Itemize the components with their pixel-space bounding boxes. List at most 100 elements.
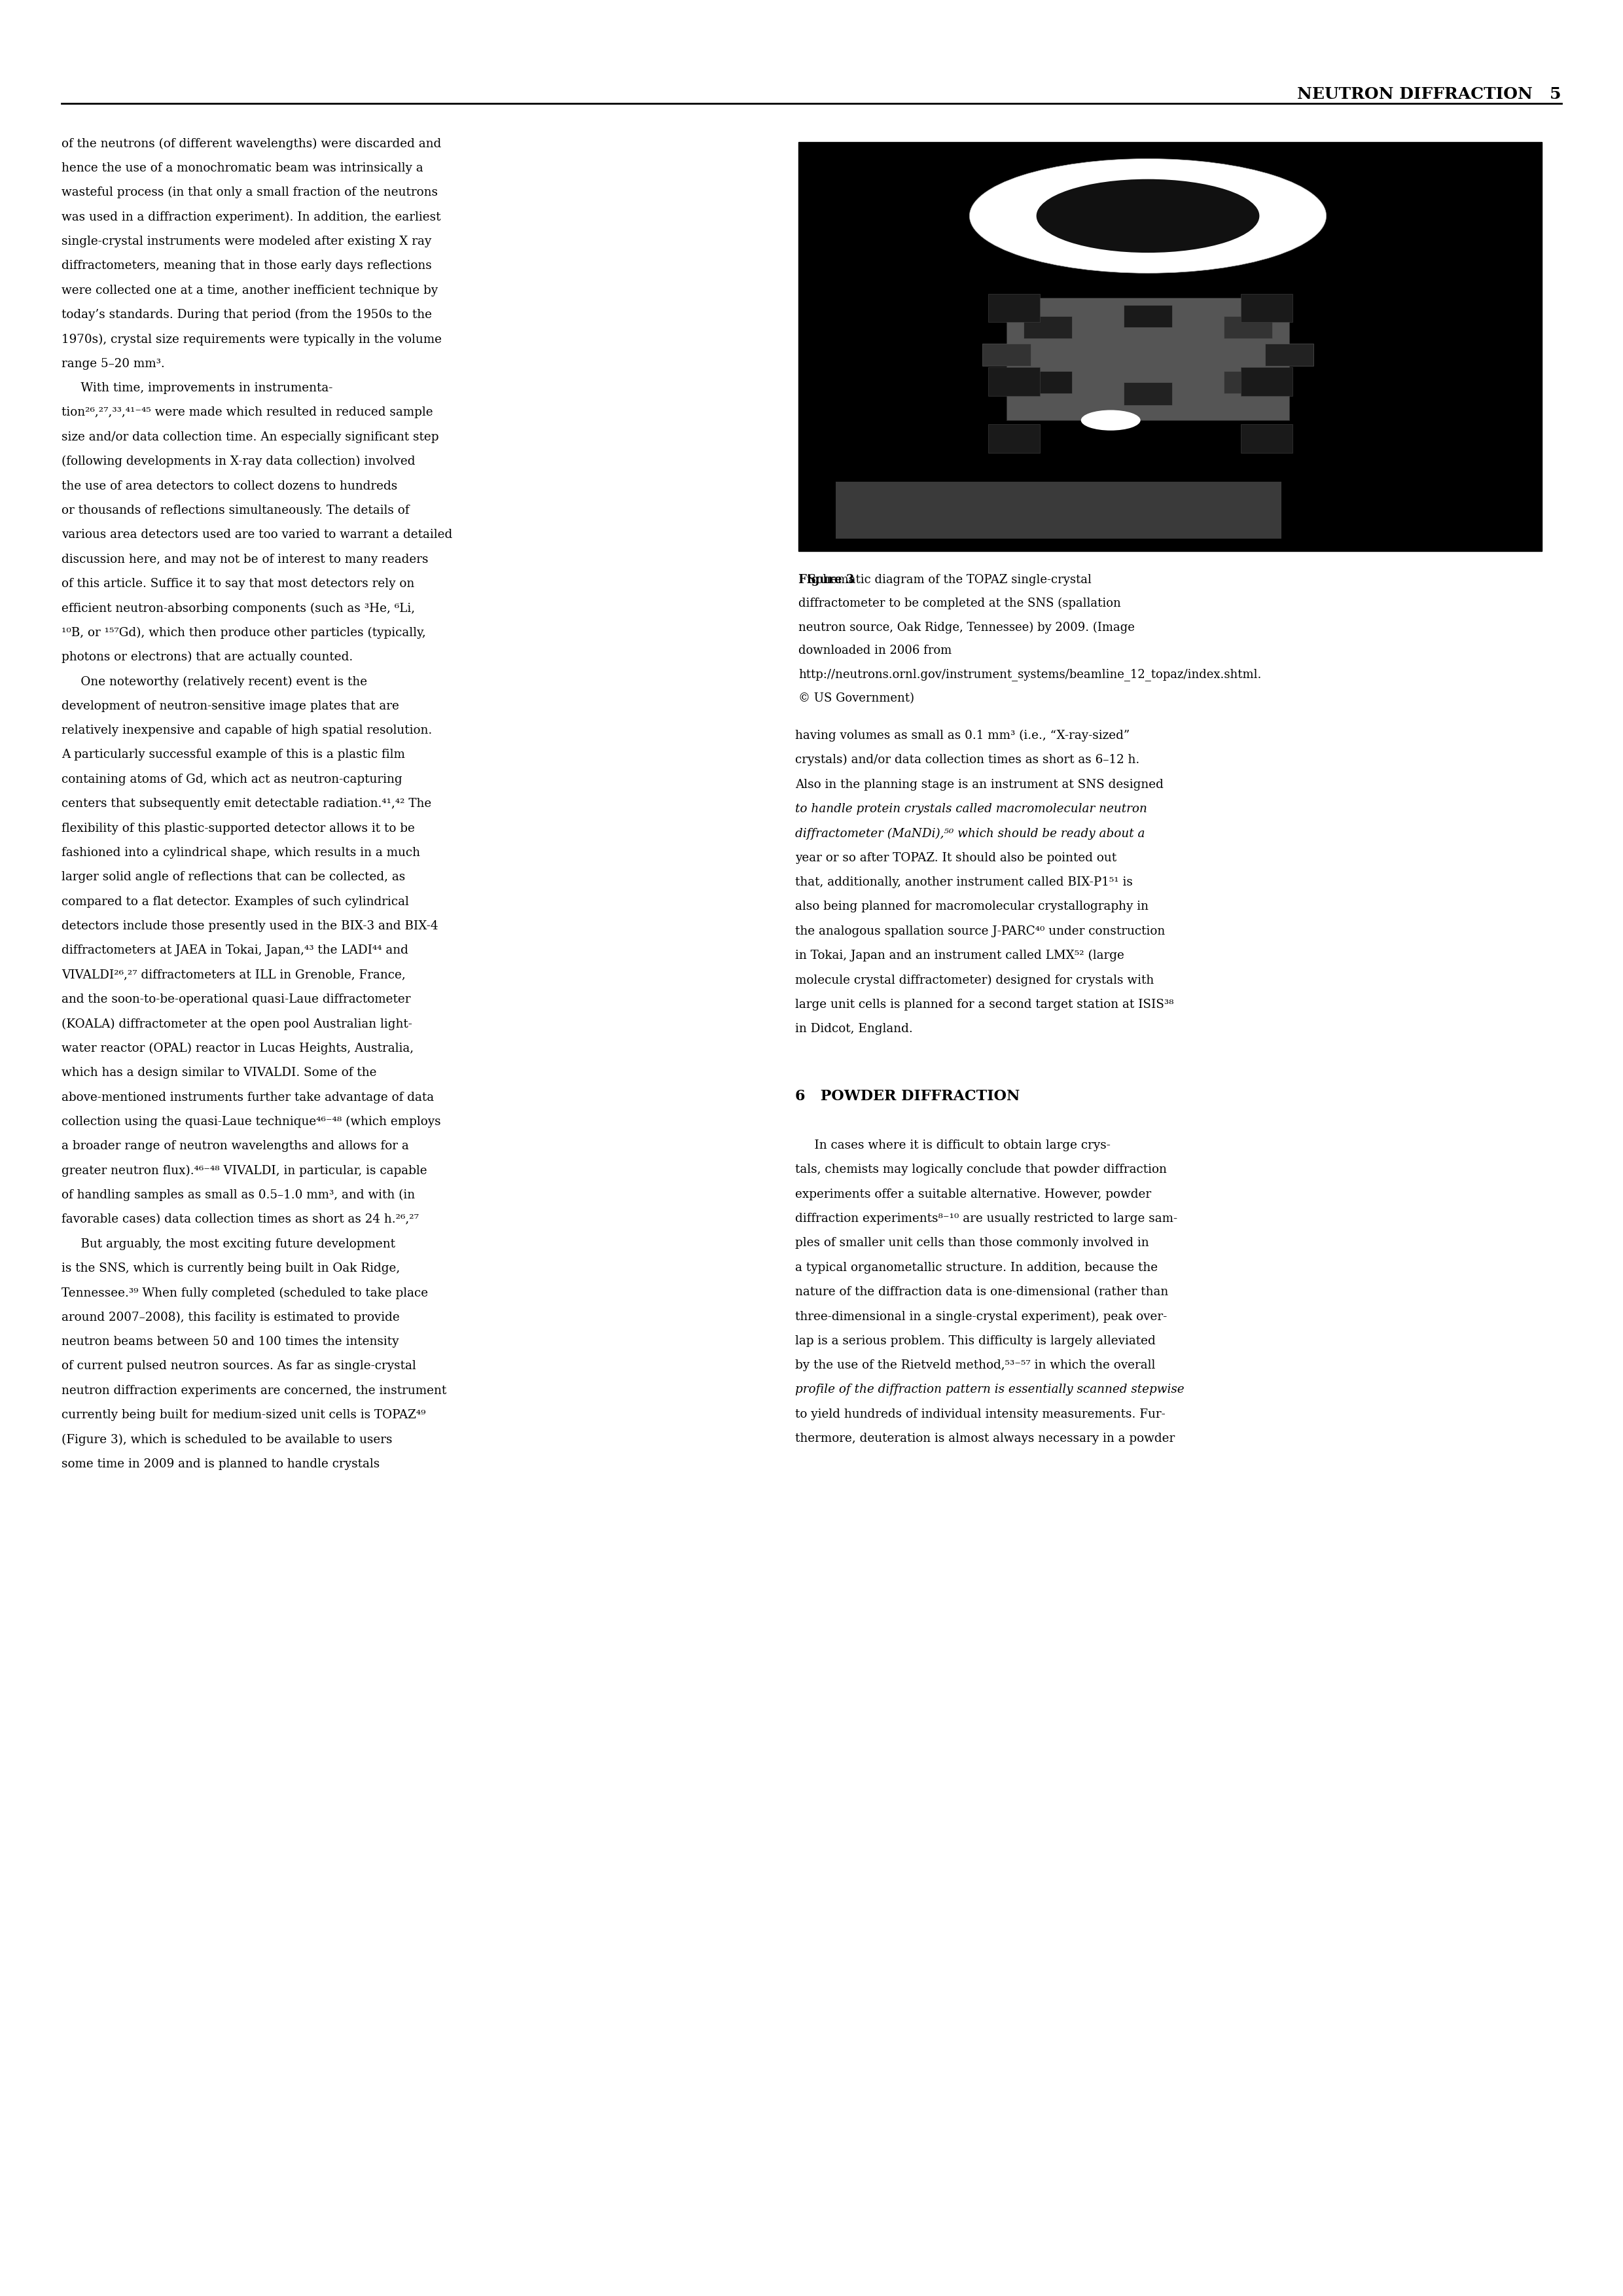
- Text: (following developments in X-ray data collection) involved: (following developments in X-ray data co…: [62, 455, 415, 468]
- Text: is the SNS, which is currently being built in Oak Ridge,: is the SNS, which is currently being bui…: [62, 1263, 401, 1274]
- Text: centers that subsequently emit detectable radiation.⁴¹,⁴² The: centers that subsequently emit detectabl…: [62, 799, 432, 810]
- Text: containing atoms of Gd, which act as neutron-capturing: containing atoms of Gd, which act as neu…: [62, 774, 403, 785]
- Text: crystals) and/or data collection times as short as 6–12 h.: crystals) and/or data collection times a…: [795, 753, 1139, 767]
- Text: experiments offer a suitable alternative. However, powder: experiments offer a suitable alternative…: [795, 1189, 1151, 1201]
- Text: downloaded in 2006 from: downloaded in 2006 from: [799, 645, 951, 657]
- Text: development of neutron-sensitive image plates that are: development of neutron-sensitive image p…: [62, 700, 399, 712]
- Bar: [1264, 344, 1313, 365]
- Bar: [1224, 372, 1272, 393]
- Text: the use of area detectors to collect dozens to hundreds: the use of area detectors to collect doz…: [62, 480, 398, 491]
- Text: VIVALDI²⁶,²⁷ diffractometers at ILL in Grenoble, France,: VIVALDI²⁶,²⁷ diffractometers at ILL in G…: [62, 969, 406, 980]
- Text: around 2007–2008), this facility is estimated to provide: around 2007–2008), this facility is esti…: [62, 1311, 399, 1322]
- Bar: [988, 367, 1040, 395]
- Bar: [1024, 317, 1073, 338]
- Text: photons or electrons) that are actually counted.: photons or electrons) that are actually …: [62, 652, 354, 664]
- Text: also being planned for macromolecular crystallography in: also being planned for macromolecular cr…: [795, 900, 1149, 912]
- Text: single-crystal instruments were modeled after existing X ray: single-crystal instruments were modeled …: [62, 236, 432, 248]
- Text: of current pulsed neutron sources. As far as single-crystal: of current pulsed neutron sources. As fa…: [62, 1362, 415, 1373]
- Text: above-mentioned instruments further take advantage of data: above-mentioned instruments further take…: [62, 1091, 433, 1102]
- Bar: [1242, 294, 1294, 321]
- Text: lap is a serious problem. This difficulty is largely alleviated: lap is a serious problem. This difficult…: [795, 1334, 1156, 1348]
- Bar: [1123, 305, 1172, 328]
- Text: thermore, deuteration is almost always necessary in a powder: thermore, deuteration is almost always n…: [795, 1433, 1175, 1444]
- Ellipse shape: [1037, 179, 1259, 253]
- Text: having volumes as small as 0.1 mm³ (i.e., “X-ray-sized”: having volumes as small as 0.1 mm³ (i.e.…: [795, 730, 1130, 742]
- Text: large unit cells is planned for a second target station at ISIS³⁸: large unit cells is planned for a second…: [795, 999, 1173, 1010]
- Text: Figure 3: Figure 3: [799, 574, 854, 585]
- Bar: [1006, 298, 1289, 420]
- Text: greater neutron flux).⁴⁶⁻⁴⁸ VIVALDI, in particular, is capable: greater neutron flux).⁴⁶⁻⁴⁸ VIVALDI, in …: [62, 1164, 427, 1178]
- Text: efficient neutron-absorbing components (such as ³He, ⁶Li,: efficient neutron-absorbing components (…: [62, 602, 415, 615]
- Bar: [799, 142, 1542, 551]
- Text: water reactor (OPAL) reactor in Lucas Heights, Australia,: water reactor (OPAL) reactor in Lucas He…: [62, 1042, 414, 1054]
- Bar: [982, 344, 1031, 365]
- Text: ples of smaller unit cells than those commonly involved in: ples of smaller unit cells than those co…: [795, 1238, 1149, 1249]
- Text: the analogous spallation source J-PARC⁴⁰ under construction: the analogous spallation source J-PARC⁴⁰…: [795, 925, 1165, 937]
- Bar: [1024, 372, 1073, 393]
- Text: diffractometer (MaNDi),⁵⁰ which should be ready about a: diffractometer (MaNDi),⁵⁰ which should b…: [795, 827, 1146, 840]
- Text: compared to a flat detector. Examples of such cylindrical: compared to a flat detector. Examples of…: [62, 895, 409, 907]
- Text: which has a design similar to VIVALDI. Some of the: which has a design similar to VIVALDI. S…: [62, 1068, 377, 1079]
- Bar: [1123, 383, 1172, 404]
- Text: to yield hundreds of individual intensity measurements. Fur-: to yield hundreds of individual intensit…: [795, 1407, 1165, 1421]
- Text: to handle protein crystals called macromolecular neutron: to handle protein crystals called macrom…: [795, 804, 1147, 815]
- Text: (KOALA) diffractometer at the open pool Australian light-: (KOALA) diffractometer at the open pool …: [62, 1017, 412, 1031]
- Text: collection using the quasi-Laue technique⁴⁶⁻⁴⁸ (which employs: collection using the quasi-Laue techniqu…: [62, 1116, 441, 1127]
- Text: or thousands of reflections simultaneously. The details of: or thousands of reflections simultaneous…: [62, 505, 409, 517]
- Text: relatively inexpensive and capable of high spatial resolution.: relatively inexpensive and capable of hi…: [62, 726, 432, 737]
- Bar: [1242, 425, 1294, 452]
- Text: tion²⁶,²⁷,³³,⁴¹⁻⁴⁵ were made which resulted in reduced sample: tion²⁶,²⁷,³³,⁴¹⁻⁴⁵ were made which resul…: [62, 406, 433, 418]
- Text: in Tokai, Japan and an instrument called LMX⁵² (large: in Tokai, Japan and an instrument called…: [795, 951, 1125, 962]
- Text: tals, chemists may logically conclude that powder diffraction: tals, chemists may logically conclude th…: [795, 1164, 1167, 1176]
- Bar: [836, 482, 1282, 540]
- Text: With time, improvements in instrumenta-: With time, improvements in instrumenta-: [62, 383, 333, 395]
- Text: molecule crystal diffractometer) designed for crystals with: molecule crystal diffractometer) designe…: [795, 974, 1154, 987]
- Text: Schematic diagram of the TOPAZ single-crystal: Schematic diagram of the TOPAZ single-cr…: [805, 574, 1092, 585]
- Text: ¹⁰B, or ¹⁵⁷Gd), which then produce other particles (typically,: ¹⁰B, or ¹⁵⁷Gd), which then produce other…: [62, 627, 425, 638]
- Text: 6   POWDER DIFFRACTION: 6 POWDER DIFFRACTION: [795, 1088, 1019, 1104]
- Bar: [988, 294, 1040, 321]
- Text: of the neutrons (of different wavelengths) were discarded and: of the neutrons (of different wavelength…: [62, 138, 441, 149]
- Text: One noteworthy (relatively recent) event is the: One noteworthy (relatively recent) event…: [62, 675, 367, 689]
- Text: detectors include those presently used in the BIX-3 and BIX-4: detectors include those presently used i…: [62, 921, 438, 932]
- Text: hence the use of a monochromatic beam was intrinsically a: hence the use of a monochromatic beam wa…: [62, 163, 424, 174]
- Text: favorable cases) data collection times as short as 24 h.²⁶,²⁷: favorable cases) data collection times a…: [62, 1215, 419, 1226]
- Text: © US Government): © US Government): [799, 691, 914, 705]
- Ellipse shape: [1081, 411, 1141, 429]
- Bar: [988, 425, 1040, 452]
- Text: A particularly successful example of this is a plastic film: A particularly successful example of thi…: [62, 748, 406, 760]
- Text: were collected one at a time, another inefficient technique by: were collected one at a time, another in…: [62, 285, 438, 296]
- Text: http://neutrons.ornl.gov/instrument_systems/beamline_12_topaz/index.shtml.: http://neutrons.ornl.gov/instrument_syst…: [799, 668, 1261, 682]
- Text: of this article. Suffice it to say that most detectors rely on: of this article. Suffice it to say that …: [62, 579, 414, 590]
- Text: range 5–20 mm³.: range 5–20 mm³.: [62, 358, 166, 370]
- Text: a typical organometallic structure. In addition, because the: a typical organometallic structure. In a…: [795, 1263, 1157, 1274]
- Text: 1970s), crystal size requirements were typically in the volume: 1970s), crystal size requirements were t…: [62, 333, 441, 344]
- Text: year or so after TOPAZ. It should also be pointed out: year or so after TOPAZ. It should also b…: [795, 852, 1117, 863]
- Text: diffraction experiments⁸⁻¹⁰ are usually restricted to large sam-: diffraction experiments⁸⁻¹⁰ are usually …: [795, 1212, 1178, 1224]
- Text: today’s standards. During that period (from the 1950s to the: today’s standards. During that period (f…: [62, 310, 432, 321]
- Text: various area detectors used are too varied to warrant a detailed: various area detectors used are too vari…: [62, 528, 453, 542]
- Text: a broader range of neutron wavelengths and allows for a: a broader range of neutron wavelengths a…: [62, 1141, 409, 1153]
- Ellipse shape: [969, 158, 1326, 273]
- Text: Also in the planning stage is an instrument at SNS designed: Also in the planning stage is an instrum…: [795, 778, 1164, 790]
- Text: neutron beams between 50 and 100 times the intensity: neutron beams between 50 and 100 times t…: [62, 1336, 399, 1348]
- Text: neutron diffraction experiments are concerned, the instrument: neutron diffraction experiments are conc…: [62, 1384, 446, 1396]
- Text: Tennessee.³⁹ When fully completed (scheduled to take place: Tennessee.³⁹ When fully completed (sched…: [62, 1288, 428, 1300]
- Text: fashioned into a cylindrical shape, which results in a much: fashioned into a cylindrical shape, whic…: [62, 847, 420, 859]
- Text: NEUTRON DIFFRACTION   5: NEUTRON DIFFRACTION 5: [1297, 85, 1561, 101]
- Text: some time in 2009 and is planned to handle crystals: some time in 2009 and is planned to hand…: [62, 1458, 380, 1469]
- Text: wasteful process (in that only a small fraction of the neutrons: wasteful process (in that only a small f…: [62, 186, 438, 200]
- Text: diffractometers at JAEA in Tokai, Japan,⁴³ the LADI⁴⁴ and: diffractometers at JAEA in Tokai, Japan,…: [62, 944, 409, 957]
- Text: three-dimensional in a single-crystal experiment), peak over-: three-dimensional in a single-crystal ex…: [795, 1311, 1167, 1322]
- Text: in Didcot, England.: in Didcot, England.: [795, 1024, 912, 1035]
- Text: diffractometers, meaning that in those early days reflections: diffractometers, meaning that in those e…: [62, 259, 432, 271]
- Text: But arguably, the most exciting future development: But arguably, the most exciting future d…: [62, 1238, 396, 1249]
- Text: flexibility of this plastic-supported detector allows it to be: flexibility of this plastic-supported de…: [62, 822, 415, 833]
- Text: was used in a diffraction experiment). In addition, the earliest: was used in a diffraction experiment). I…: [62, 211, 441, 223]
- Text: In cases where it is difficult to obtain large crys-: In cases where it is difficult to obtain…: [795, 1139, 1110, 1150]
- Text: (Figure 3), which is scheduled to be available to users: (Figure 3), which is scheduled to be ava…: [62, 1433, 393, 1446]
- Text: neutron source, Oak Ridge, Tennessee) by 2009. (Image: neutron source, Oak Ridge, Tennessee) by…: [799, 622, 1134, 634]
- Text: that, additionally, another instrument called BIX-P1⁵¹ is: that, additionally, another instrument c…: [795, 877, 1133, 889]
- Text: by the use of the Rietveld method,⁵³⁻⁵⁷ in which the overall: by the use of the Rietveld method,⁵³⁻⁵⁷ …: [795, 1359, 1156, 1371]
- Text: profile of the diffraction pattern is essentially scanned stepwise: profile of the diffraction pattern is es…: [795, 1384, 1185, 1396]
